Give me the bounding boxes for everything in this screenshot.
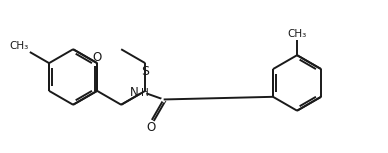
Text: CH₃: CH₃ [10, 41, 29, 51]
Text: O: O [146, 121, 156, 134]
Text: S: S [141, 65, 149, 78]
Text: CH₃: CH₃ [288, 29, 307, 39]
Text: N: N [130, 86, 139, 99]
Text: H: H [141, 88, 149, 98]
Text: O: O [92, 51, 102, 64]
